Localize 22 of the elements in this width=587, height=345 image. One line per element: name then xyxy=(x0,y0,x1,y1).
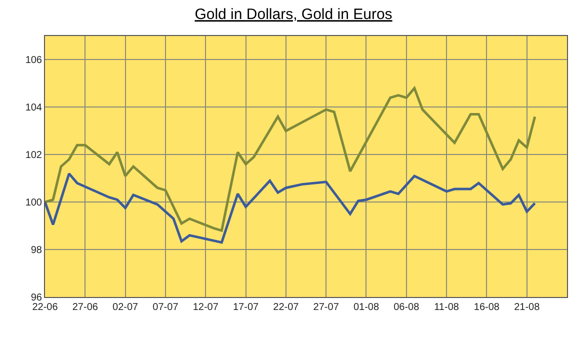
line-series xyxy=(45,86,536,232)
x-tick-label: 22-06 xyxy=(32,302,58,313)
y-tick-label: 100 xyxy=(25,198,42,209)
x-tick-label: 07-07 xyxy=(152,302,179,313)
x-tick-label: 27-07 xyxy=(313,302,340,313)
x-tick-label: 06-08 xyxy=(394,302,420,313)
y-tick-label: 96 xyxy=(30,292,42,304)
x-tick-label: 02-07 xyxy=(112,302,139,313)
y-tick-label: 102 xyxy=(25,150,42,162)
y-tick-label: 104 xyxy=(25,102,42,114)
x-tick-label: 22-07 xyxy=(273,302,300,313)
line-series xyxy=(45,172,536,244)
x-tick-label: 11-08 xyxy=(434,302,460,313)
y-tick-label: 98 xyxy=(30,245,42,256)
x-tick-label: 27-06 xyxy=(72,302,98,313)
x-tick-label: 16-08 xyxy=(474,302,500,313)
x-tick-label: 12-07 xyxy=(192,302,219,313)
x-tick-label: 17-07 xyxy=(232,302,259,313)
chart-title: Gold in Dollars, Gold in Euros xyxy=(194,6,392,24)
x-tick-label: 01-08 xyxy=(353,302,380,313)
y-tick-label: 106 xyxy=(25,55,42,66)
x-tick-label: 21-08 xyxy=(514,302,540,313)
